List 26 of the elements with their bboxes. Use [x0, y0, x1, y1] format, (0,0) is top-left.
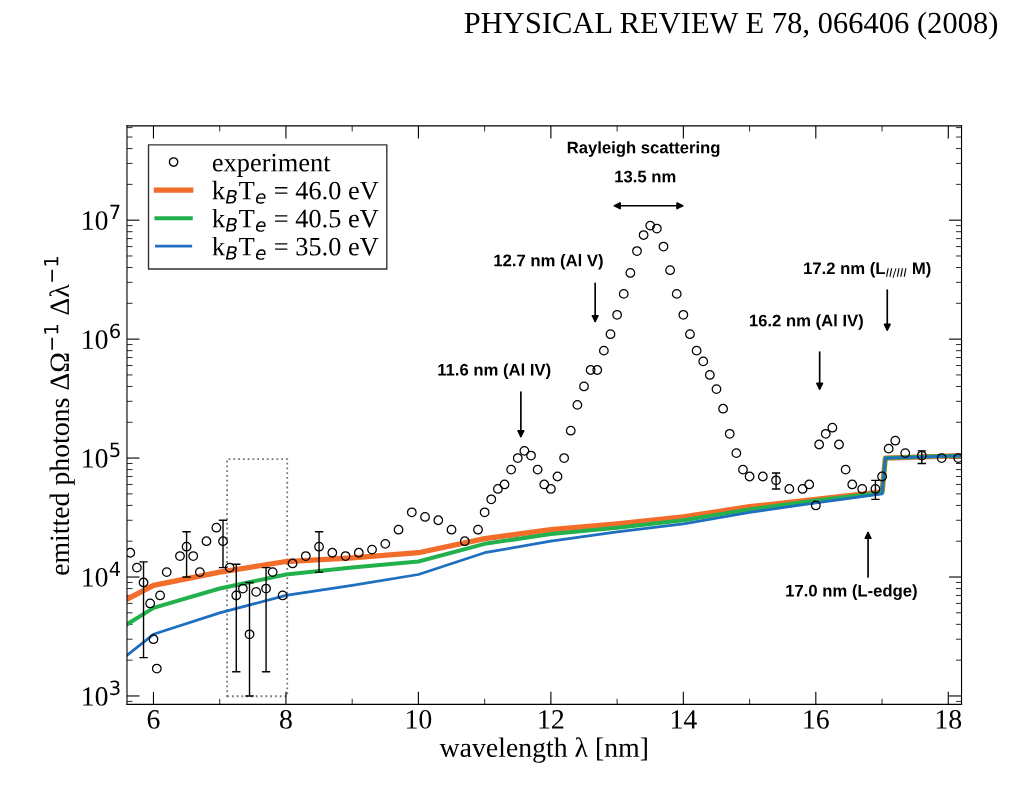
annotation: 17.2 nm (L$_{II/III}$ M): [804, 261, 931, 278]
x-tick-label: 8: [280, 710, 292, 729]
annotation: Rayleigh scattering: [567, 141, 720, 157]
y-tick-label: 10$^{7}$: [83, 204, 120, 230]
legend-label: k$_{B}$T$_{e}$ = 40.5 eV: [212, 208, 379, 232]
annotation: 13.5 nm: [615, 170, 676, 183]
x-axis-title: wavelength λ [nm]: [439, 737, 647, 763]
x-tick-label: 16: [804, 710, 829, 729]
annotation: 17.0 nm (L-edge): [786, 584, 917, 600]
x-tick-label: 14: [671, 710, 697, 729]
annotation: 16.2 nm (Al IV): [749, 314, 863, 330]
x-tick-label: 6: [147, 710, 160, 729]
x-tick-label: 10: [406, 710, 432, 729]
annotation: 11.6 nm (Al IV): [438, 363, 551, 379]
x-tick-label: 12: [539, 710, 564, 729]
legend-label: k$_{B}$T$_{e}$ = 46.0 eV: [212, 180, 379, 204]
x-tick-label: 18: [936, 710, 962, 729]
y-tick-label: 10$^{4}$: [83, 561, 121, 587]
text: PHYSICAL REVIEW E 78, 066406 (2008): [464, 11, 998, 40]
annotation: 12.7 nm (Al V): [494, 254, 603, 270]
y-tick-label: 10$^{3}$: [83, 680, 120, 706]
legend-label: experiment: [212, 153, 331, 177]
legend-label: k$_{B}$T$_{e}$ = 35.0 eV: [212, 236, 379, 260]
y-tick-label: 10$^{5}$: [83, 442, 120, 468]
y-axis-title: emitted photons ΔΩ$^{−1}$ Δλ$^{−1}$: [44, 257, 75, 575]
y-tick-label: 10$^{6}$: [83, 323, 120, 349]
